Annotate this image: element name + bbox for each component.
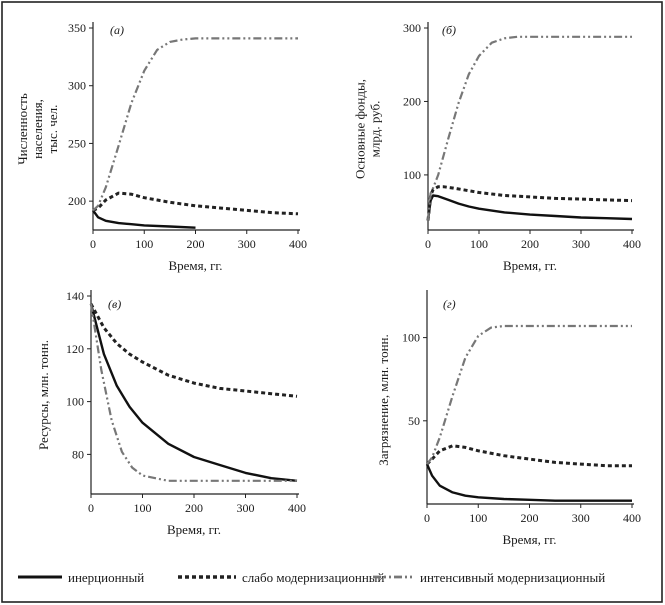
x-tick-label: 300 (238, 237, 256, 251)
y-tick-label: 140 (66, 289, 84, 303)
x-tick-label: 100 (135, 237, 153, 251)
y-tick-label: 300 (68, 79, 86, 93)
x-tick-label: 0 (90, 237, 96, 251)
x-tick-label: 0 (425, 237, 431, 251)
y-tick-label: 120 (66, 342, 84, 356)
x-tick-label: 200 (185, 501, 203, 515)
chart-panel-4: 0 100 200 300 400 50 100 Время, гг. Загрязнение,… (376, 290, 641, 547)
chart-panels: 0 100 200 300 400 200 250 300 350 Время, гг. Числе… (15, 21, 641, 547)
x-tick-label: 400 (288, 501, 306, 515)
series-line-intensive (89, 303, 297, 482)
y-tick-label: 200 (68, 194, 86, 208)
y-tick-label: 200 (403, 94, 421, 108)
legend-label-inertial: инерционный (68, 570, 144, 585)
series-line-inertial (426, 194, 633, 221)
y-axis-label: Основные фонды, (353, 79, 368, 179)
x-tick-label: 300 (237, 501, 255, 515)
x-axis-label: Время, гг. (503, 258, 557, 273)
x-axis-label: Время, гг. (167, 522, 221, 537)
y-tick-label: 100 (66, 395, 84, 409)
x-tick-label: 200 (521, 511, 539, 525)
y-axis-label: Ресурсы, млн. тонн. (36, 340, 51, 450)
legend: инерционный слабо модернизационный интенси… (18, 570, 605, 585)
x-tick-label: 400 (623, 511, 641, 525)
x-tick-label: 100 (134, 501, 152, 515)
panel-label: (г) (443, 297, 456, 311)
x-tick-label: 400 (289, 237, 307, 251)
x-tick-label: 100 (469, 511, 487, 525)
y-tick-label: 50 (408, 414, 420, 428)
series-line-inertial (89, 303, 298, 482)
chart-panel-3: 0 100 200 300 400 80 100 120 140 Время, гг. Ресурс… (36, 289, 306, 537)
series-line-weak (426, 185, 633, 221)
y-axis-label: тыс. чел. (45, 105, 60, 154)
x-tick-label: 300 (572, 237, 590, 251)
y-tick-label: 300 (403, 21, 421, 35)
y-tick-label: 250 (68, 136, 86, 150)
y-tick-label: 350 (68, 21, 86, 35)
series-line-intensive (426, 324, 632, 465)
panel-label: (б) (442, 23, 456, 37)
x-tick-label: 100 (470, 237, 488, 251)
x-tick-label: 0 (88, 501, 94, 515)
legend-label-weak: слабо модернизационный (242, 570, 385, 585)
chart-panel-1: 0 100 200 300 400 200 250 300 350 Время, гг. Числе… (15, 21, 307, 273)
series-line-inertial (92, 209, 196, 229)
legend-label-intensive: интенсивный модернизационный (420, 570, 605, 585)
y-tick-label: 100 (403, 168, 421, 182)
series-line-weak (89, 303, 298, 398)
y-axis-label: Загрязнение, млн. тонн. (376, 334, 391, 466)
y-tick-label: 80 (72, 447, 84, 461)
x-tick-label: 200 (521, 237, 539, 251)
x-tick-label: 400 (623, 237, 641, 251)
y-axis-label: Численность (15, 93, 30, 165)
y-axis-label: населения, (30, 99, 45, 159)
panel-label: (в) (108, 297, 121, 311)
x-tick-label: 300 (572, 511, 590, 525)
x-axis-label: Время, гг. (168, 258, 222, 273)
y-axis-label: млрд. руб. (368, 101, 383, 158)
x-axis-label: Время, гг. (502, 532, 556, 547)
x-tick-label: 0 (424, 511, 430, 525)
series-line-weak (425, 444, 632, 468)
x-tick-label: 200 (187, 237, 205, 251)
series-line-inertial (425, 463, 632, 502)
panel-label: (а) (110, 23, 124, 37)
chart-panel-2: 0 100 200 300 400 100 200 300 Время, гг. Основные… (353, 21, 642, 273)
series-line-weak (92, 191, 299, 216)
y-tick-label: 100 (402, 331, 420, 345)
